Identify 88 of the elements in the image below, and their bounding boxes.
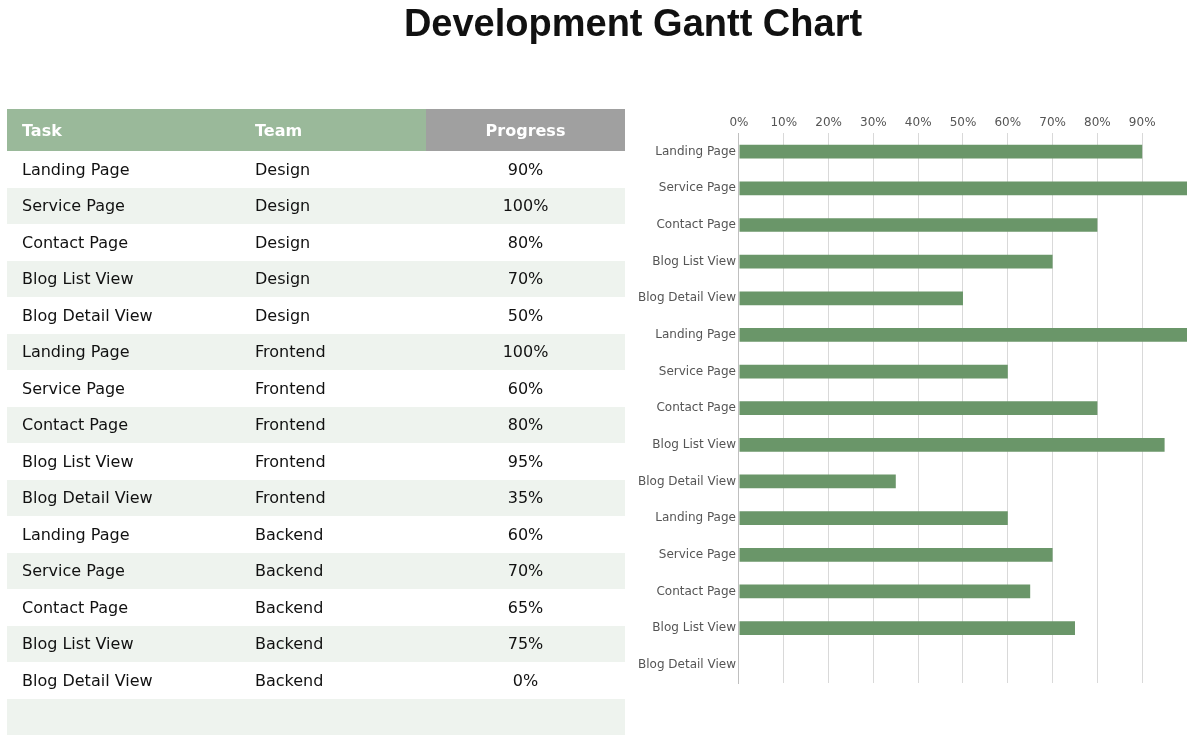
- y2-tick-label: Frontend: [254, 450, 327, 473]
- bar: [739, 254, 1053, 269]
- y-tick-label: Blog List View: [652, 436, 737, 451]
- text: Progress: [426, 109, 625, 151]
- data-label: 100%: [426, 333, 625, 370]
- y2-tick-label: Design: [240, 187, 426, 224]
- bar: [739, 547, 1053, 562]
- bar: [739, 584, 1031, 599]
- data-label: 90%: [506, 158, 545, 181]
- bar: [739, 291, 963, 306]
- category-label: Landing Page: [22, 342, 130, 362]
- x-tick-label: 30%: [860, 115, 887, 130]
- bar: [739, 474, 896, 489]
- data-label: 80%: [506, 231, 545, 254]
- y-tick-label: Contact Page: [656, 217, 736, 232]
- category-label: Blog Detail View: [22, 670, 153, 690]
- data-label: 70%: [426, 552, 625, 589]
- data-label: 35%: [426, 479, 625, 516]
- y-tick-label: Contact Page: [656, 583, 736, 598]
- data-label: 70%: [426, 260, 625, 297]
- bar: [739, 621, 1075, 635]
- category-label: Blog List View: [22, 269, 134, 289]
- bar: [739, 401, 1098, 416]
- y-tick-label: Landing Page: [655, 510, 736, 525]
- x-tick-label: 60%: [994, 115, 1022, 130]
- y2-tick-label: Frontend: [240, 406, 426, 443]
- x-tick-label: 20%: [815, 115, 842, 130]
- y2-tick-label: Design: [254, 231, 312, 254]
- data-label: 60%: [506, 523, 545, 546]
- data-label: 100%: [426, 187, 625, 224]
- data-label: 75%: [426, 625, 625, 662]
- y-tick-label: Blog Detail View: [638, 473, 737, 488]
- x-tick-label: 0%: [729, 115, 749, 130]
- category-label: Contact Page: [22, 597, 129, 617]
- x-tick-label: 10%: [770, 115, 798, 130]
- y-tick-label: Landing Page: [655, 143, 736, 158]
- category-label: Service Page: [22, 561, 125, 581]
- data-label: 80%: [426, 406, 625, 443]
- bar: [739, 144, 1143, 159]
- bar: [739, 437, 1165, 452]
- category-label: Blog Detail View: [22, 488, 153, 508]
- chart-title: Development Gantt Chart: [402, 1, 864, 46]
- x-tick-label: 50%: [949, 115, 977, 130]
- category-label: Blog Detail View: [22, 305, 153, 325]
- category-label: Contact Page: [22, 415, 129, 435]
- y2-tick-label: Frontend: [240, 333, 426, 370]
- text: Task: [7, 109, 240, 151]
- y-tick-label: Service Page: [658, 546, 736, 561]
- bar: [739, 218, 1098, 232]
- category-label: Service Page: [22, 378, 125, 398]
- y-tick-label: Service Page: [658, 180, 736, 195]
- x-tick-label: 70%: [1039, 115, 1066, 130]
- category-label: Service Page: [22, 196, 125, 216]
- y2-tick-label: Backend: [240, 625, 426, 662]
- y-tick-label: Blog Detail View: [638, 290, 737, 305]
- x-tick-label: 40%: [904, 115, 932, 130]
- data-label: 50%: [506, 304, 545, 327]
- category-label: Blog List View: [22, 451, 134, 471]
- data-label: 0%: [511, 669, 540, 692]
- bar: [739, 328, 1187, 342]
- x-tick-label: 80%: [1084, 115, 1111, 130]
- y-tick-label: Blog List View: [652, 253, 737, 268]
- y2-tick-label: Frontend: [254, 377, 327, 400]
- y-tick-label: Blog Detail View: [638, 656, 737, 671]
- bar: [739, 511, 1008, 525]
- y-tick-label: Service Page: [658, 363, 736, 378]
- y2-tick-label: Frontend: [240, 479, 426, 516]
- data-label: 65%: [506, 596, 545, 619]
- bar: [739, 181, 1187, 196]
- data-label: 60%: [506, 377, 545, 400]
- y2-tick-label: Backend: [254, 523, 325, 546]
- data-label: 95%: [506, 450, 545, 473]
- y2-tick-label: Backend: [240, 552, 426, 589]
- y2-tick-label: Backend: [254, 596, 325, 619]
- bar: [739, 364, 1008, 379]
- text: Team: [240, 109, 426, 151]
- y-tick-label: Landing Page: [655, 327, 736, 342]
- category-label: Landing Page: [22, 159, 130, 179]
- y2-tick-label: Design: [254, 304, 312, 327]
- y-tick-label: Contact Page: [656, 400, 736, 415]
- category-label: Landing Page: [22, 524, 130, 544]
- y2-tick-label: Design: [240, 260, 426, 297]
- y-tick-label: Blog List View: [652, 620, 737, 635]
- x-tick-label: 90%: [1128, 115, 1156, 130]
- y2-tick-label: Backend: [254, 669, 325, 692]
- category-label: Contact Page: [22, 232, 129, 252]
- y2-tick-label: Design: [254, 158, 312, 181]
- category-label: Blog List View: [22, 634, 134, 654]
